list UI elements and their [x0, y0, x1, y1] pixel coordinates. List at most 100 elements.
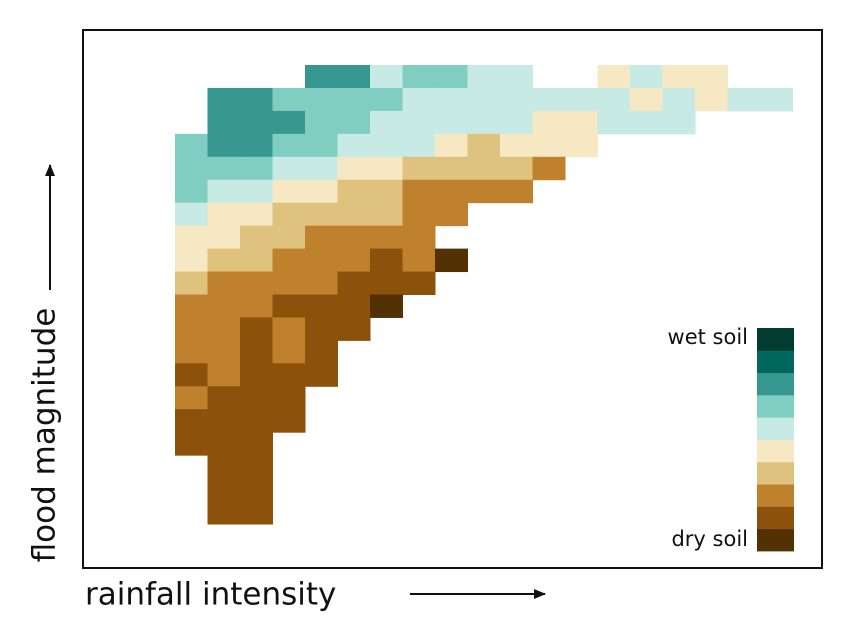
- heatmap-cell: [370, 225, 403, 250]
- heatmap-cell: [630, 87, 663, 112]
- heatmap-cell: [500, 110, 533, 135]
- heatmap-cell: [662, 65, 696, 89]
- legend-label: wet soil: [668, 325, 748, 349]
- heatmap-cell: [435, 110, 468, 135]
- heatmap-cell: [240, 455, 273, 479]
- heatmap-cell: [272, 225, 306, 250]
- legend-swatch: [757, 372, 794, 396]
- heatmap-cell: [467, 179, 501, 204]
- heatmap-cell: [207, 432, 241, 456]
- heatmap-cell: [272, 409, 306, 433]
- heatmap-cell: [305, 133, 338, 158]
- heatmap-cell: [305, 340, 338, 364]
- heatmap-cell: [305, 271, 338, 295]
- heatmap-cell: [207, 501, 241, 525]
- heatmap-cell: [175, 202, 208, 227]
- heatmap-cell: [272, 271, 306, 295]
- heatmap-cell: [337, 156, 371, 181]
- heatmap-cell: [402, 202, 436, 227]
- legend-swatch: [757, 528, 794, 552]
- heatmap-cell: [467, 156, 501, 181]
- heatmap-cell: [240, 294, 273, 318]
- heatmap-cell: [175, 317, 208, 341]
- heatmap-cell: [532, 133, 566, 158]
- heatmap-cell: [467, 65, 501, 89]
- heatmap-cell: [240, 501, 273, 525]
- heatmap-cell: [207, 340, 241, 364]
- heatmap-cell: [175, 248, 208, 273]
- y-axis-label: flood magnitude: [27, 308, 63, 563]
- heatmap-cell: [727, 87, 761, 112]
- x-axis-label: rainfall intensity: [85, 577, 336, 613]
- heatmap-cell: [207, 202, 241, 227]
- heatmap-cell: [272, 202, 306, 227]
- heatmap-cell: [435, 87, 468, 112]
- heatmap-cell: [305, 294, 338, 318]
- heatmap-cell: [175, 225, 208, 250]
- heatmap-cell: [402, 87, 436, 112]
- heatmap-cell: [272, 156, 306, 181]
- heatmap-cell: [207, 455, 241, 479]
- heatmap-cell: [272, 294, 306, 318]
- heatmap-cell: [207, 156, 241, 181]
- heatmap-cell: [370, 65, 403, 89]
- heatmap-cell: [402, 271, 436, 295]
- heatmap-cell: [240, 156, 273, 181]
- heatmap-cell: [630, 65, 663, 89]
- heatmap-cell: [272, 110, 306, 135]
- heatmap-cell: [207, 386, 241, 410]
- heatmap-cell: [207, 225, 241, 250]
- heatmap-cell: [402, 156, 436, 181]
- heatmap-cell: [305, 156, 338, 181]
- heatmap-cell: [597, 87, 631, 112]
- heatmap-cell: [175, 409, 208, 433]
- heatmap-cell: [207, 478, 241, 502]
- heatmap-cell: [305, 225, 338, 250]
- heatmap-cell: [240, 478, 273, 502]
- heatmap-cell: [305, 363, 338, 387]
- legend: [757, 328, 794, 552]
- heatmap-cell: [435, 179, 468, 204]
- heatmap-cell: [240, 248, 273, 273]
- heatmap-cell: [597, 110, 631, 135]
- heatmap-cell: [175, 271, 208, 295]
- heatmap-cell: [402, 179, 436, 204]
- heatmap-cell: [370, 202, 403, 227]
- heatmap-cell: [370, 271, 403, 295]
- heatmap-cell: [565, 133, 598, 158]
- heatmap-cell: [565, 87, 598, 112]
- heatmap-cells: [175, 65, 793, 525]
- heatmap-cell: [240, 225, 273, 250]
- heatmap-cell: [305, 317, 338, 341]
- heatmap-cell: [240, 363, 273, 387]
- heatmap-cell: [207, 363, 241, 387]
- heatmap-cell: [597, 65, 631, 89]
- legend-swatch: [757, 484, 794, 507]
- heatmap-cell: [435, 202, 468, 227]
- heatmap-cell: [207, 271, 241, 295]
- heatmap-cell: [240, 409, 273, 433]
- heatmap-cell: [500, 133, 533, 158]
- heatmap-cell: [337, 202, 371, 227]
- heatmap-cell: [662, 87, 696, 112]
- heatmap-cell: [500, 87, 533, 112]
- heatmap-cell: [337, 65, 371, 89]
- heatmap-cell: [370, 87, 403, 112]
- heatmap-cell: [240, 317, 273, 341]
- heatmap-cell: [272, 340, 306, 364]
- heatmap-cell: [240, 271, 273, 295]
- heatmap-cell: [435, 65, 468, 89]
- heatmap-cell: [370, 248, 403, 273]
- heatmap-cell: [370, 156, 403, 181]
- heatmap-cell: [337, 294, 371, 318]
- heatmap-cell: [272, 87, 306, 112]
- heatmap-cell: [337, 110, 371, 135]
- legend-swatch: [757, 350, 794, 373]
- heatmap-cell: [370, 294, 403, 318]
- heatmap-cell: [240, 87, 273, 112]
- heatmap-cell: [207, 248, 241, 273]
- heatmap-cell: [305, 65, 338, 89]
- heatmap-cell: [175, 386, 208, 410]
- heatmap-cell: [760, 87, 793, 112]
